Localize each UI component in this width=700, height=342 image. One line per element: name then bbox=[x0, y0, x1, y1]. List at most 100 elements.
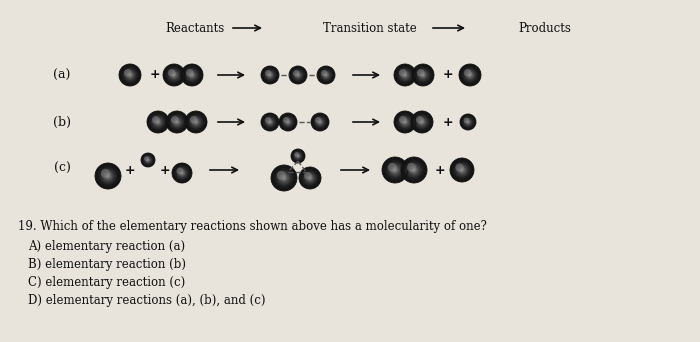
Circle shape bbox=[193, 118, 200, 126]
Circle shape bbox=[145, 157, 151, 163]
Circle shape bbox=[458, 166, 466, 174]
Circle shape bbox=[420, 120, 424, 124]
Circle shape bbox=[181, 171, 183, 175]
Text: +: + bbox=[125, 163, 135, 176]
Circle shape bbox=[389, 163, 402, 176]
Circle shape bbox=[183, 67, 200, 83]
Circle shape bbox=[321, 70, 330, 79]
Circle shape bbox=[144, 156, 149, 161]
Text: C) elementary reaction (c): C) elementary reaction (c) bbox=[28, 276, 186, 289]
Circle shape bbox=[271, 165, 297, 191]
Text: +: + bbox=[442, 116, 454, 129]
Text: A) elementary reaction (a): A) elementary reaction (a) bbox=[28, 240, 185, 253]
Circle shape bbox=[171, 116, 183, 128]
Circle shape bbox=[104, 172, 112, 180]
Circle shape bbox=[417, 69, 425, 77]
Circle shape bbox=[273, 167, 295, 189]
Circle shape bbox=[153, 117, 162, 127]
Circle shape bbox=[286, 120, 290, 124]
Circle shape bbox=[167, 112, 187, 132]
Circle shape bbox=[421, 121, 423, 123]
Text: (c): (c) bbox=[54, 161, 71, 174]
Circle shape bbox=[399, 69, 407, 77]
Circle shape bbox=[286, 120, 290, 123]
Circle shape bbox=[167, 68, 181, 82]
Circle shape bbox=[275, 169, 293, 187]
Circle shape bbox=[102, 170, 115, 183]
Circle shape bbox=[125, 69, 136, 80]
Circle shape bbox=[412, 168, 416, 172]
Circle shape bbox=[318, 67, 333, 82]
Circle shape bbox=[281, 115, 295, 129]
Circle shape bbox=[281, 175, 287, 181]
Circle shape bbox=[105, 173, 111, 179]
Circle shape bbox=[466, 70, 475, 80]
Circle shape bbox=[267, 120, 272, 124]
Circle shape bbox=[265, 117, 275, 127]
Circle shape bbox=[405, 161, 423, 179]
Circle shape bbox=[464, 118, 472, 126]
Circle shape bbox=[385, 160, 405, 180]
Circle shape bbox=[262, 67, 277, 82]
Text: (b): (b) bbox=[53, 116, 71, 129]
Circle shape bbox=[395, 66, 414, 84]
Circle shape bbox=[315, 117, 326, 127]
Circle shape bbox=[144, 155, 153, 165]
Circle shape bbox=[399, 116, 407, 124]
Circle shape bbox=[172, 73, 176, 77]
Circle shape bbox=[101, 169, 110, 178]
Circle shape bbox=[322, 71, 330, 79]
Circle shape bbox=[421, 73, 425, 77]
Circle shape bbox=[176, 121, 178, 123]
Circle shape bbox=[410, 166, 419, 174]
Circle shape bbox=[407, 162, 421, 177]
Circle shape bbox=[187, 113, 205, 131]
Circle shape bbox=[269, 120, 272, 123]
Circle shape bbox=[384, 159, 406, 181]
Circle shape bbox=[264, 69, 276, 81]
Circle shape bbox=[295, 154, 300, 158]
Text: B) elementary reaction (b): B) elementary reaction (b) bbox=[28, 258, 186, 271]
Circle shape bbox=[164, 65, 184, 85]
Circle shape bbox=[185, 68, 200, 82]
Text: +: + bbox=[150, 68, 160, 81]
Circle shape bbox=[274, 168, 294, 188]
Circle shape bbox=[395, 65, 415, 85]
Circle shape bbox=[400, 70, 410, 80]
Circle shape bbox=[171, 116, 178, 124]
Circle shape bbox=[264, 116, 276, 128]
Circle shape bbox=[266, 71, 274, 79]
Circle shape bbox=[280, 174, 288, 182]
Circle shape bbox=[284, 118, 293, 127]
Circle shape bbox=[163, 64, 185, 86]
Circle shape bbox=[321, 70, 328, 76]
Text: +: + bbox=[160, 163, 170, 176]
Circle shape bbox=[266, 118, 274, 126]
Circle shape bbox=[124, 69, 136, 81]
Circle shape bbox=[394, 111, 416, 133]
Circle shape bbox=[279, 173, 289, 183]
Circle shape bbox=[293, 151, 303, 161]
Circle shape bbox=[173, 164, 191, 182]
Circle shape bbox=[464, 69, 472, 77]
Circle shape bbox=[397, 67, 413, 83]
Circle shape bbox=[293, 70, 300, 76]
Circle shape bbox=[420, 72, 426, 78]
Circle shape bbox=[304, 172, 316, 184]
Circle shape bbox=[392, 167, 398, 173]
Circle shape bbox=[401, 157, 427, 183]
Circle shape bbox=[190, 117, 202, 128]
Circle shape bbox=[261, 66, 279, 84]
Circle shape bbox=[188, 70, 197, 80]
Circle shape bbox=[189, 115, 203, 129]
Circle shape bbox=[454, 162, 470, 178]
Circle shape bbox=[276, 171, 286, 180]
Circle shape bbox=[461, 66, 480, 84]
Circle shape bbox=[283, 177, 285, 179]
Circle shape bbox=[295, 72, 301, 78]
Circle shape bbox=[267, 72, 273, 78]
Circle shape bbox=[263, 115, 276, 129]
Circle shape bbox=[407, 163, 416, 172]
Circle shape bbox=[125, 70, 134, 80]
Circle shape bbox=[283, 117, 293, 127]
